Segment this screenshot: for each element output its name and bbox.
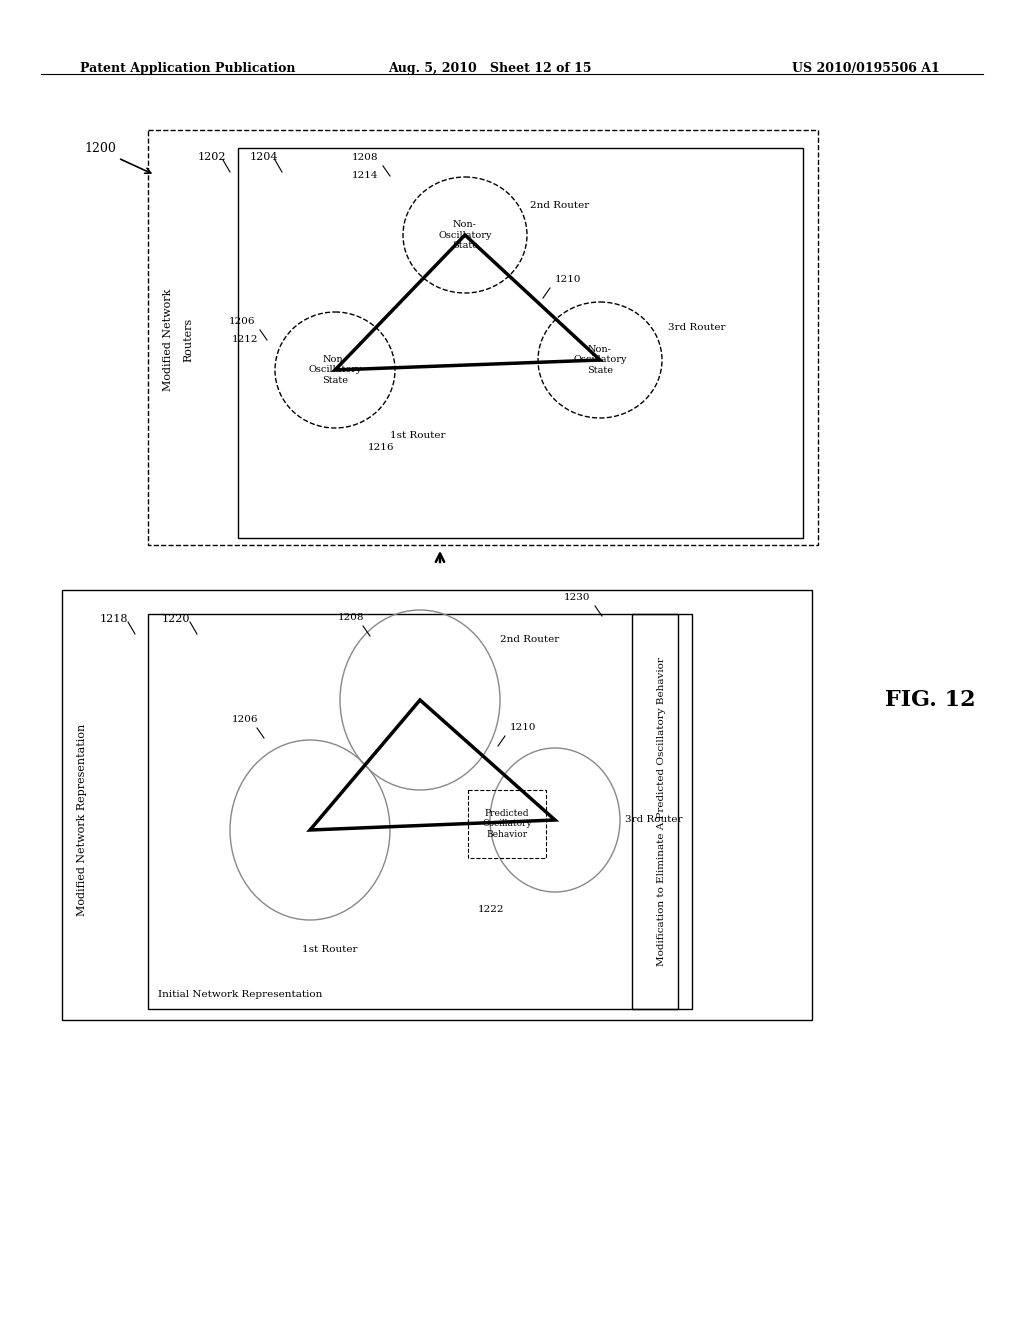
Text: 1214: 1214 — [351, 170, 378, 180]
Bar — [148, 129, 818, 545]
Text: Modified Network: Modified Network — [163, 289, 173, 391]
Text: FIG. 12: FIG. 12 — [885, 689, 975, 711]
Text: 1200: 1200 — [84, 141, 116, 154]
Text: 1206: 1206 — [232, 715, 258, 725]
Text: Aug. 5, 2010   Sheet 12 of 15: Aug. 5, 2010 Sheet 12 of 15 — [388, 62, 592, 75]
Text: 1230: 1230 — [563, 594, 590, 602]
Bar — [148, 614, 678, 1008]
Bar — [238, 148, 803, 539]
Text: Routers: Routers — [183, 318, 193, 362]
Text: Predicted
Oscillatory
Behavior: Predicted Oscillatory Behavior — [482, 809, 531, 840]
Text: 1208: 1208 — [338, 614, 365, 623]
Text: Modification to Eliminate A Predicted Oscillatory Behavior: Modification to Eliminate A Predicted Os… — [657, 657, 667, 966]
Text: Initial Network Representation: Initial Network Representation — [158, 990, 323, 999]
Text: 1216: 1216 — [368, 444, 394, 453]
Bar — [468, 789, 546, 858]
Bar — [632, 614, 692, 1008]
Text: Modified Network Representation: Modified Network Representation — [77, 723, 87, 916]
Text: 1206: 1206 — [228, 318, 255, 326]
Text: 2nd Router: 2nd Router — [500, 635, 559, 644]
Text: 1220: 1220 — [162, 614, 190, 624]
Text: 2nd Router: 2nd Router — [530, 201, 589, 210]
Text: Non-
Oscillatory
State: Non- Oscillatory State — [308, 355, 361, 385]
Text: 1212: 1212 — [231, 335, 258, 345]
Text: 1218: 1218 — [100, 614, 128, 624]
Text: Non-
Oscillatory
State: Non- Oscillatory State — [573, 345, 627, 375]
Text: Non-
Oscillatory
State: Non- Oscillatory State — [438, 220, 492, 249]
Text: 1st Router: 1st Router — [390, 430, 445, 440]
Text: 1210: 1210 — [555, 276, 582, 285]
Text: 1210: 1210 — [510, 723, 537, 733]
Text: 3rd Router: 3rd Router — [668, 323, 725, 333]
Text: US 2010/0195506 A1: US 2010/0195506 A1 — [793, 62, 940, 75]
Text: 1202: 1202 — [198, 152, 226, 162]
Text: 1222: 1222 — [478, 906, 505, 915]
Text: 1204: 1204 — [250, 152, 279, 162]
Bar — [62, 590, 812, 1020]
Text: 1208: 1208 — [351, 153, 378, 162]
Text: 1st Router: 1st Router — [302, 945, 357, 954]
Text: 3rd Router: 3rd Router — [625, 816, 683, 825]
Text: Patent Application Publication: Patent Application Publication — [80, 62, 296, 75]
